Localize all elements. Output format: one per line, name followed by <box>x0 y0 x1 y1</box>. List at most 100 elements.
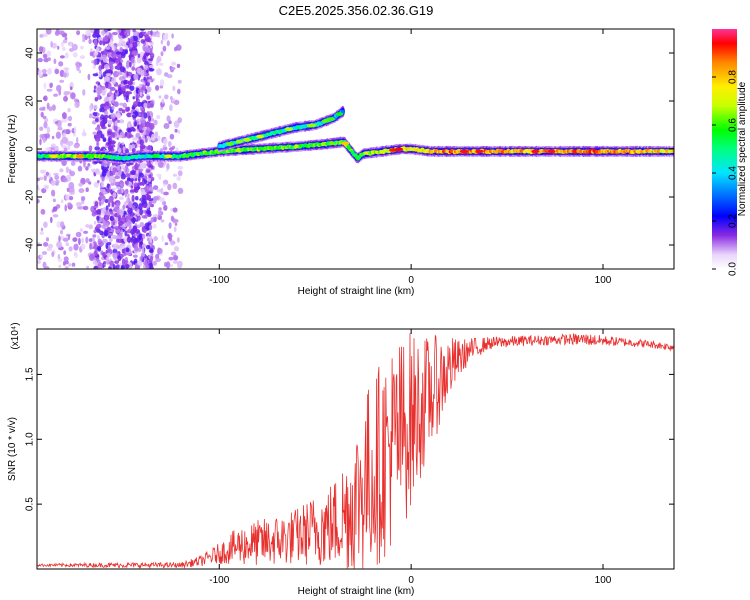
noise-speck <box>52 198 57 203</box>
noise-speck <box>127 99 131 103</box>
noise-speck <box>170 207 174 212</box>
noise-speck <box>117 255 120 259</box>
noise-speck <box>60 221 65 228</box>
y-tick-label: 40 <box>25 47 36 59</box>
noise-speck <box>128 61 132 68</box>
noise-speck <box>72 237 78 243</box>
noise-speck <box>107 136 111 145</box>
noise-speck <box>127 120 132 128</box>
snr-y-scale-label: (x10⁴) <box>10 322 21 349</box>
noise-speck <box>131 45 137 51</box>
noise-speck <box>85 224 90 228</box>
noise-speck <box>41 251 48 255</box>
noise-speck <box>87 163 90 167</box>
x-tick-label: -100 <box>209 275 229 286</box>
noise-speck <box>45 29 52 35</box>
noise-speck <box>69 86 73 91</box>
noise-speck <box>54 145 59 153</box>
noise-speck <box>162 146 168 151</box>
noise-speck <box>172 173 178 177</box>
ridge-peak <box>327 117 336 121</box>
noise-speck <box>46 102 50 110</box>
noise-speck <box>40 169 46 174</box>
noise-speck <box>64 204 67 212</box>
noise-speck <box>51 135 55 140</box>
noise-speck <box>98 36 103 41</box>
noise-speck <box>160 187 164 195</box>
noise-speck <box>126 131 132 139</box>
noise-speck <box>136 169 139 174</box>
noise-speck <box>110 140 116 145</box>
noise-speck <box>119 102 124 106</box>
noise-speck <box>81 132 87 137</box>
noise-speck <box>158 95 162 99</box>
noise-speck <box>39 176 44 181</box>
noise-speck <box>132 136 138 141</box>
noise-speck <box>65 242 70 247</box>
noise-speck <box>127 207 133 214</box>
noise-speck <box>152 223 157 229</box>
noise-speck <box>148 68 155 72</box>
noise-speck <box>45 237 50 242</box>
noise-speck <box>111 31 118 36</box>
noise-speck <box>46 126 51 134</box>
colorbar-ticks: 0.0 0.2 0.4 0.6 0.8 <box>712 70 739 276</box>
noise-speck <box>169 133 175 140</box>
noise-speck <box>170 66 176 71</box>
noise-speck <box>76 201 82 208</box>
noise-speck <box>63 72 67 78</box>
noise-speck <box>69 170 75 177</box>
noise-speck <box>95 133 102 138</box>
noise-speck <box>106 142 112 147</box>
noise-speck <box>93 229 97 234</box>
noise-speck <box>156 68 162 76</box>
noise-speck <box>146 86 152 93</box>
noise-speck <box>144 185 150 193</box>
noise-speck <box>115 264 120 269</box>
noise-speck <box>39 138 42 146</box>
ridge-peak <box>306 123 315 128</box>
noise-speck <box>124 45 129 50</box>
noise-speck <box>155 258 162 262</box>
noise-speck <box>149 103 154 108</box>
noise-speck <box>63 147 68 152</box>
ridge-peak <box>49 154 58 158</box>
noise-speck <box>50 41 53 48</box>
noise-speck <box>96 209 101 215</box>
noise-speck <box>105 257 110 262</box>
noise-speck <box>130 178 134 182</box>
x-tick-label: -100 <box>209 575 229 586</box>
noise-speck <box>99 120 105 128</box>
noise-speck <box>118 238 122 244</box>
noise-speck <box>139 181 146 186</box>
noise-speck <box>99 40 103 46</box>
noise-speck <box>92 259 97 265</box>
noise-speck <box>117 29 122 34</box>
noise-speck <box>63 91 69 96</box>
noise-speck <box>172 85 176 92</box>
noise-speck <box>125 106 130 112</box>
noise-speck <box>110 132 116 138</box>
noise-speck <box>106 242 112 246</box>
noise-speck <box>46 88 53 92</box>
noise-speck <box>174 128 178 133</box>
noise-speck <box>126 29 131 34</box>
noise-speck <box>40 254 44 259</box>
noise-speck <box>50 180 57 186</box>
noise-speck <box>106 170 111 178</box>
noise-speck <box>50 189 55 197</box>
colorbar-tick-label: 0.2 <box>728 214 739 228</box>
noise-speck <box>98 196 102 202</box>
noise-speck <box>69 41 72 48</box>
noise-speck <box>123 222 128 228</box>
noise-speck <box>135 196 139 201</box>
noise-speck <box>126 196 130 204</box>
noise-speck <box>100 198 105 205</box>
noise-speck <box>143 76 146 81</box>
noise-speck <box>37 260 41 264</box>
noise-speck <box>103 114 109 119</box>
noise-speck <box>71 262 76 267</box>
noise-speck <box>150 255 153 263</box>
noise-speck <box>104 110 109 116</box>
noise-speck <box>96 87 102 95</box>
